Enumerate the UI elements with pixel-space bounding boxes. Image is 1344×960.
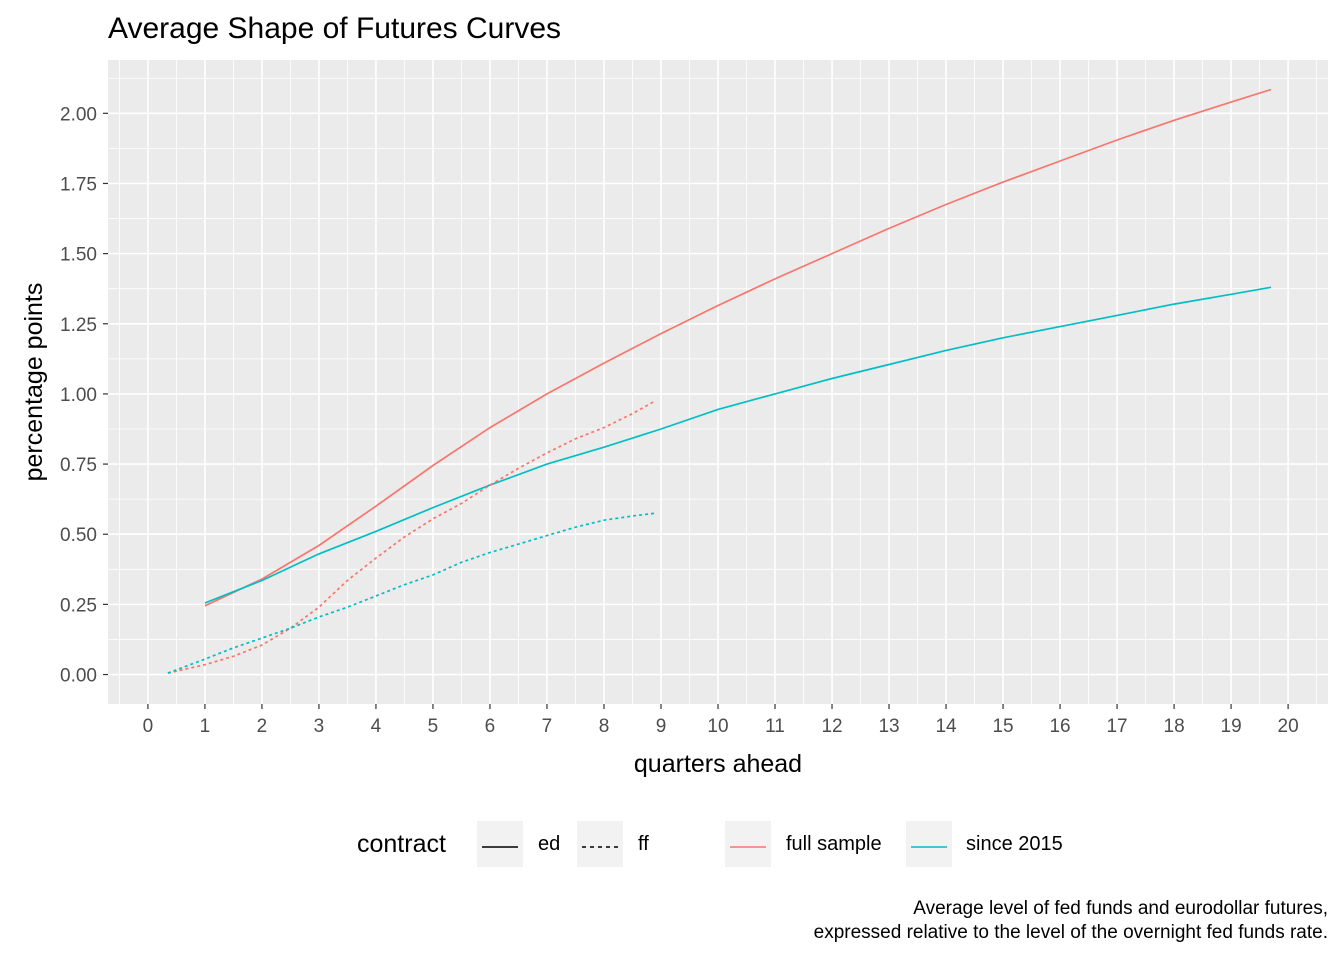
y-tick-label: 1.00: [60, 385, 97, 406]
y-tick-label: 0.75: [60, 455, 97, 476]
y-tick-label: 0.50: [60, 525, 97, 546]
x-tick-label: 14: [935, 716, 957, 737]
x-tick-label: 12: [821, 716, 842, 737]
x-tick-label: 7: [542, 716, 553, 737]
x-axis-label: quarters ahead: [634, 750, 802, 778]
legend-key-ed: [477, 821, 523, 867]
series-line-ff-full-sample: [167, 400, 656, 674]
x-tick-label: 2: [257, 716, 268, 737]
x-tick-label: 4: [371, 716, 382, 737]
x-tick-label: 20: [1278, 716, 1299, 737]
x-tick-label: 13: [878, 716, 899, 737]
grid-lines: [108, 60, 1328, 711]
x-tick-label: 15: [992, 716, 1013, 737]
x-tick-label: 10: [707, 716, 728, 737]
x-tick-label: 17: [1106, 716, 1127, 737]
caption-line-1: Average level of fed funds and eurodolla…: [913, 898, 1328, 919]
legend-key-ff: [577, 821, 623, 867]
y-tick-label: 1.50: [60, 245, 97, 266]
x-tick-label: 5: [428, 716, 439, 737]
x-tick-label: 9: [656, 716, 667, 737]
legend-label-since-2015: since 2015: [966, 833, 1063, 855]
y-tick-label: 0.00: [60, 666, 97, 687]
x-tick-label: 8: [599, 716, 610, 737]
y-tick-label: 2.00: [60, 104, 97, 125]
x-tick-label: 11: [765, 716, 785, 737]
caption: Average level of fed funds and eurodolla…: [814, 897, 1328, 945]
y-axis-label: percentage points: [20, 283, 48, 482]
caption-line-2: expressed relative to the level of the o…: [813, 922, 1328, 943]
y-tick-label: 0.25: [60, 595, 97, 616]
series-line-ff-since-2015: [167, 512, 656, 674]
legend-key-full-sample: [725, 821, 771, 867]
legend-label-ed: ed: [538, 833, 561, 855]
y-tick-label: 1.25: [60, 315, 97, 336]
y-tick-label: 1.75: [60, 174, 97, 195]
series-lines: [167, 88, 1272, 674]
x-tick-label: 16: [1049, 716, 1070, 737]
x-tick-label: 3: [314, 716, 325, 737]
legend-label-ff: ff: [638, 833, 649, 855]
axis-ticks: [103, 112, 1289, 709]
series-line-ed-since-2015: [204, 286, 1272, 604]
legend-label-full-sample: full sample: [786, 833, 882, 855]
futures-curve-chart: 0 1 2 3 4 5 6 7 8 9 10 11 12 13 14 15 16 17 18 19 200.000.25…: [20, 60, 1328, 778]
x-tick-label: 1: [200, 716, 211, 737]
x-tick-label: 6: [485, 716, 496, 737]
x-tick-label: 0: [143, 716, 154, 737]
x-tick-label: 19: [1221, 716, 1242, 737]
chart-title: Average Shape of Futures Curves: [108, 12, 562, 45]
series-line-ed-full-sample: [204, 88, 1272, 607]
legend-key-since-2015: [906, 821, 952, 867]
x-tick-label: 18: [1164, 716, 1185, 737]
legend-title: contract: [357, 830, 446, 858]
